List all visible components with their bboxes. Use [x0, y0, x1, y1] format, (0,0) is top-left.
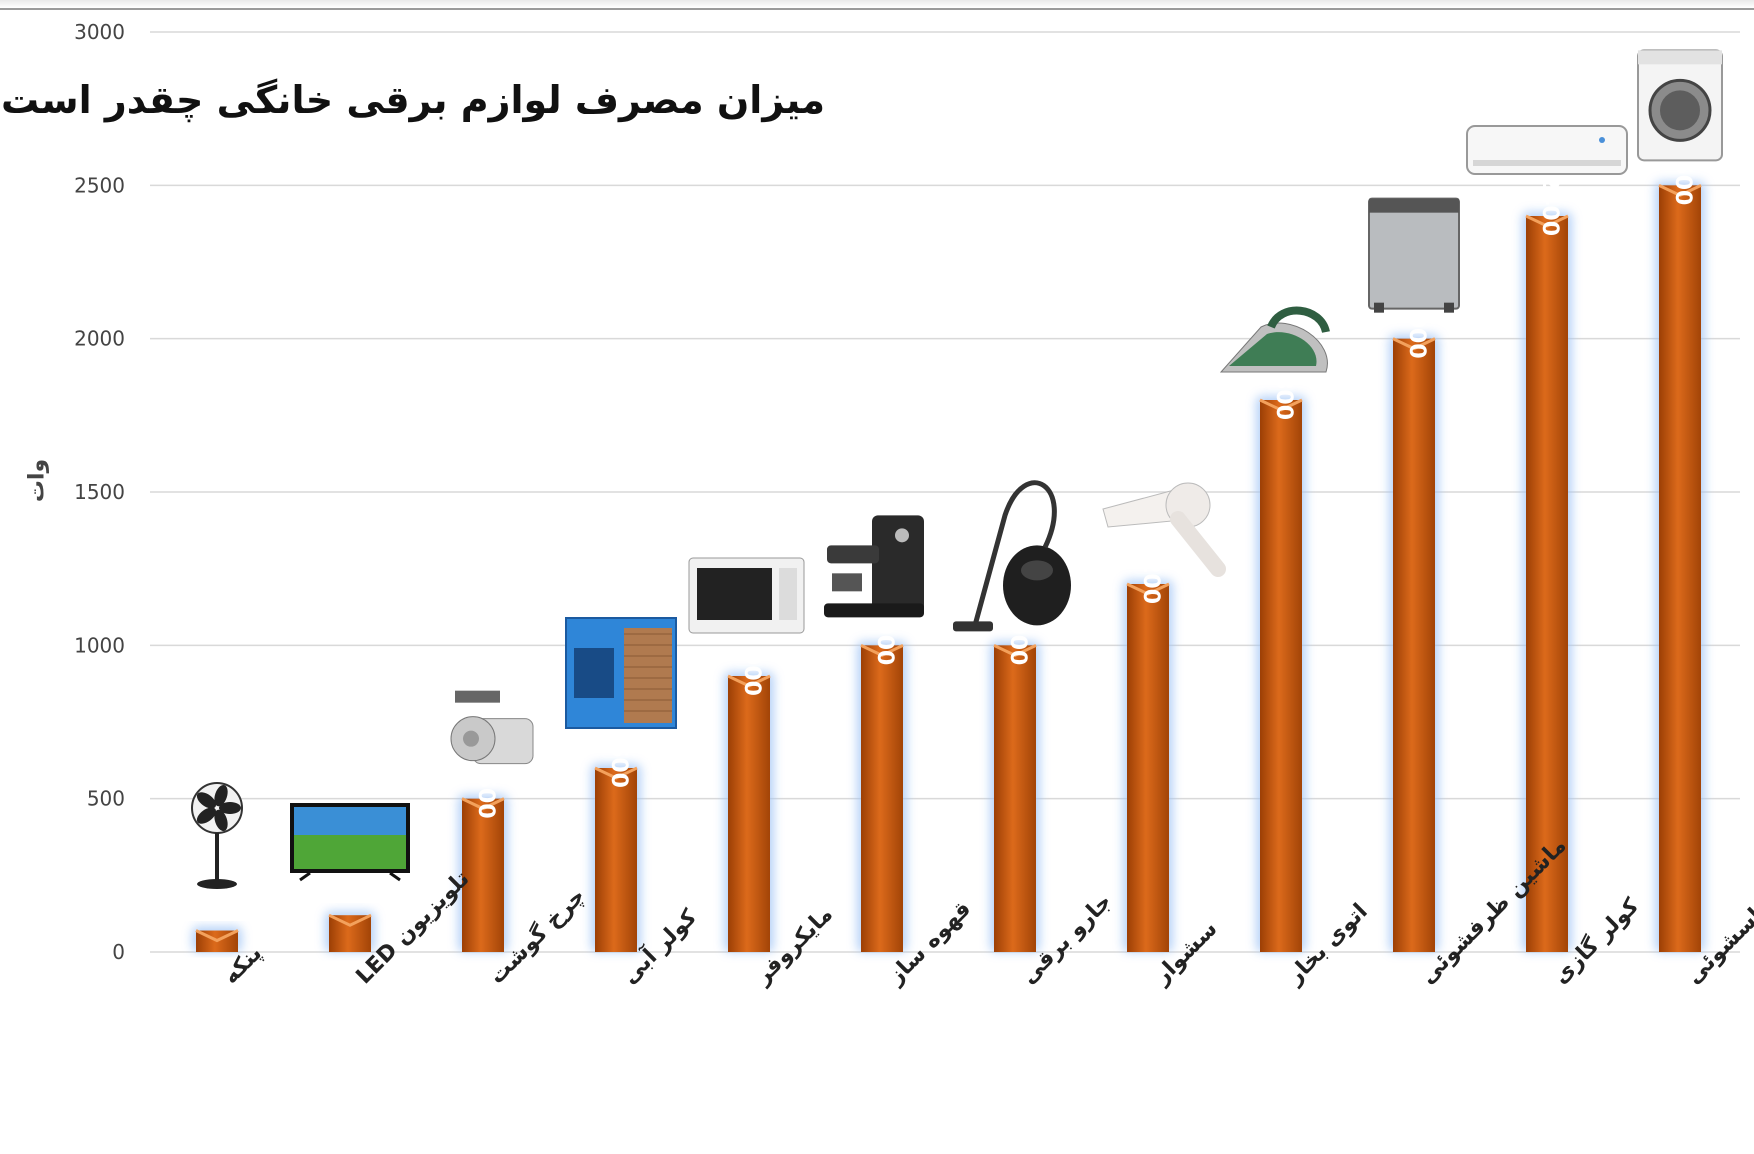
y-tick-label: 2000 — [74, 327, 125, 351]
bar-cap — [461, 797, 505, 811]
bar — [595, 768, 637, 952]
bar-cap — [860, 643, 904, 657]
meat-grinder-icon — [450, 690, 534, 765]
air-conditioner-icon — [1466, 125, 1628, 175]
bar-cap — [1658, 183, 1702, 197]
bar-cap — [1126, 582, 1170, 596]
y-tick-label: 2500 — [74, 173, 125, 197]
bar-cap — [328, 913, 372, 927]
y-tick-label: 0 — [112, 940, 125, 964]
bar-cap — [1392, 337, 1436, 351]
bar — [1526, 216, 1568, 952]
top-border — [0, 0, 1754, 10]
bar-cap — [1259, 398, 1303, 412]
bar-value-label: 500 — [473, 773, 498, 819]
bar-cap — [993, 643, 1037, 657]
y-tick-label: 3000 — [74, 20, 125, 44]
bar-cap — [594, 766, 638, 780]
bar — [329, 915, 371, 952]
bar-cap — [1525, 214, 1569, 228]
bar — [1393, 338, 1435, 953]
dishwasher-icon — [1368, 197, 1460, 313]
chart-title: میزان مصرف لوازم برقی خانگی چقدر است؟ — [0, 78, 825, 122]
y-tick-label: 1000 — [74, 633, 125, 657]
bar-cap — [195, 929, 239, 943]
bar — [994, 645, 1036, 952]
hair-dryer-icon — [1102, 482, 1226, 577]
bar — [861, 645, 903, 952]
fan-icon — [191, 782, 243, 889]
tv-icon — [290, 803, 410, 882]
bar — [728, 676, 770, 952]
vacuum-cleaner-icon — [953, 480, 1071, 632]
bar — [1659, 185, 1701, 953]
bar — [1127, 584, 1169, 952]
bar-cap — [727, 674, 771, 688]
y-tick-label: 1500 — [74, 480, 125, 504]
steam-iron-icon — [1219, 306, 1330, 373]
y-axis-label: وات — [24, 458, 50, 503]
bar — [1260, 400, 1302, 952]
microwave-icon — [688, 557, 805, 634]
coffee-maker-icon — [824, 515, 924, 618]
y-tick-label: 500 — [87, 787, 125, 811]
evaporative-cooler-icon — [565, 617, 677, 729]
washing-machine-icon — [1637, 49, 1723, 162]
bar — [462, 798, 504, 952]
